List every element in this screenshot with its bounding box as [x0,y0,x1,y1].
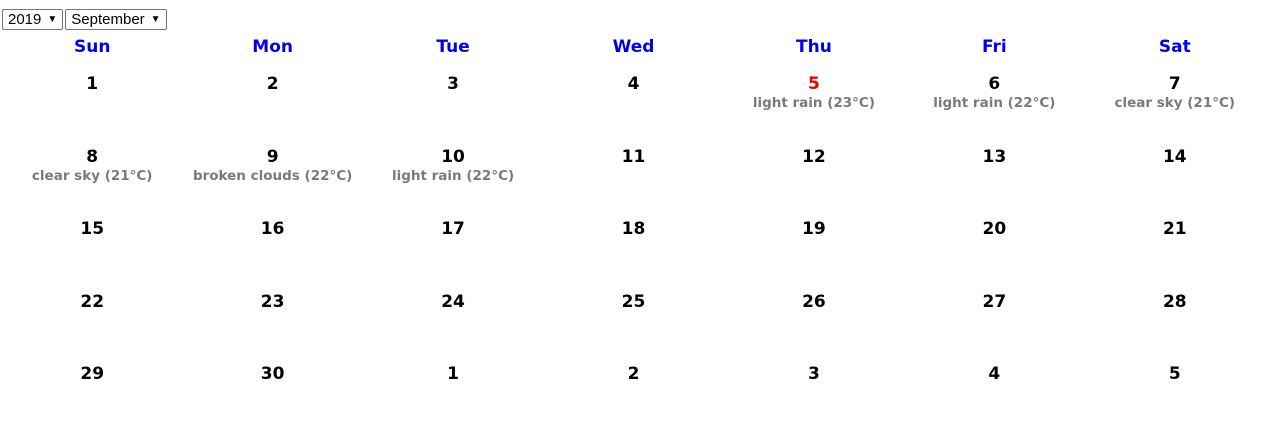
day-number: 10 [441,146,465,167]
calendar-grid: Sun Mon Tue Wed Thu Fri Sat 1 2 3 4 5 light r… [2,34,1265,425]
day-cell[interactable]: 14 [1085,135,1265,208]
day-cell[interactable]: 3 [724,352,904,425]
day-cell[interactable]: 6 light rain (22°C) [904,62,1084,135]
day-cell[interactable]: 28 [1085,280,1265,353]
day-number: 1 [86,74,99,94]
day-number: 4 [988,364,1001,384]
day-cell[interactable]: 11 [543,135,723,208]
weather-forecast: light rain (22°C) [933,95,1056,111]
day-cell[interactable]: 24 [363,280,543,353]
day-number: 29 [80,364,105,384]
day-number: 23 [260,291,285,312]
day-number: 14 [1162,146,1187,167]
day-cell[interactable]: 25 [543,280,723,353]
day-number: 15 [80,219,105,239]
day-number: 28 [1162,291,1187,312]
day-number: 13 [982,146,1007,167]
day-cell[interactable]: 18 [543,207,723,280]
day-cell[interactable]: 4 [904,352,1084,425]
day-cell[interactable]: 17 [363,207,543,280]
dropdown-arrow-icon: ▼ [47,13,58,25]
day-cell[interactable]: 3 [363,62,543,135]
day-number: 24 [441,291,465,312]
weekday-header: Mon [252,37,293,57]
day-cell[interactable]: 27 [904,280,1084,353]
day-number: 21 [1162,219,1187,239]
day-cell[interactable]: 20 [904,207,1084,280]
day-number: 6 [988,74,1001,94]
day-number: 16 [260,219,285,239]
day-number: 30 [260,364,285,384]
day-cell[interactable]: 7 clear sky (21°C) [1085,62,1265,135]
weekday-header: Sun [73,37,111,57]
weekday-header: Tue [436,37,470,57]
day-cell[interactable]: 19 [724,207,904,280]
day-number: 2 [266,74,279,94]
day-number: 5 [808,74,820,94]
weekday-header: Thu [796,37,832,57]
day-cell[interactable]: 21 [1085,207,1265,280]
day-number: 18 [621,219,646,239]
day-cell[interactable]: 12 [724,135,904,208]
weather-forecast: clear sky (21°C) [31,167,153,184]
year-select-value: 2019 [8,11,42,28]
day-cell[interactable]: 13 [904,135,1084,208]
weather-forecast: clear sky (21°C) [1114,95,1236,111]
day-cell-today[interactable]: 5 light rain (23°C) [724,62,904,135]
day-number: 17 [441,219,465,239]
day-number: 12 [802,146,826,167]
day-cell[interactable]: 16 [182,207,362,280]
day-number: 5 [1168,364,1181,384]
day-number: 1 [447,364,459,384]
day-number: 3 [447,74,459,94]
day-cell[interactable]: 26 [724,280,904,353]
day-cell[interactable]: 10 light rain (22°C) [363,135,543,208]
day-cell[interactable]: 23 [182,280,362,353]
day-cell[interactable]: 15 [2,207,182,280]
day-cell[interactable]: 2 [543,352,723,425]
day-number: 9 [266,146,279,167]
day-cell[interactable]: 9 broken clouds (22°C) [182,135,362,208]
day-cell[interactable]: 2 [182,62,362,135]
day-cell[interactable]: 1 [2,62,182,135]
weekday-header: Wed [612,37,655,57]
weekday-header: Sat [1158,37,1191,57]
dropdown-arrow-icon: ▼ [150,13,161,25]
day-number: 22 [80,291,105,312]
weather-forecast: light rain (22°C) [391,167,515,184]
month-select[interactable]: September ▼ [65,9,167,30]
day-number: 7 [1168,74,1181,94]
weekday-header: Fri [981,37,1007,57]
day-cell[interactable]: 1 [363,352,543,425]
date-controls: 2019 ▼ September ▼ [2,9,167,30]
day-cell[interactable]: 5 [1085,352,1265,425]
day-number: 8 [86,146,99,167]
day-number: 26 [802,291,826,312]
day-cell[interactable]: 30 [182,352,362,425]
day-number: 3 [808,364,820,384]
day-number: 25 [621,291,646,312]
month-select-value: September [71,11,145,28]
day-number: 2 [627,364,640,384]
year-select[interactable]: 2019 ▼ [2,9,64,30]
day-number: 19 [802,219,826,239]
day-cell[interactable]: 4 [543,62,723,135]
day-number: 4 [627,74,640,94]
weather-forecast: light rain (23°C) [752,95,876,111]
weather-forecast: broken clouds (22°C) [192,167,353,184]
day-cell[interactable]: 8 clear sky (21°C) [2,135,182,208]
day-cell[interactable]: 22 [2,280,182,353]
day-cell[interactable]: 29 [2,352,182,425]
day-number: 27 [982,291,1007,312]
day-number: 11 [621,146,646,167]
day-number: 20 [982,219,1007,239]
